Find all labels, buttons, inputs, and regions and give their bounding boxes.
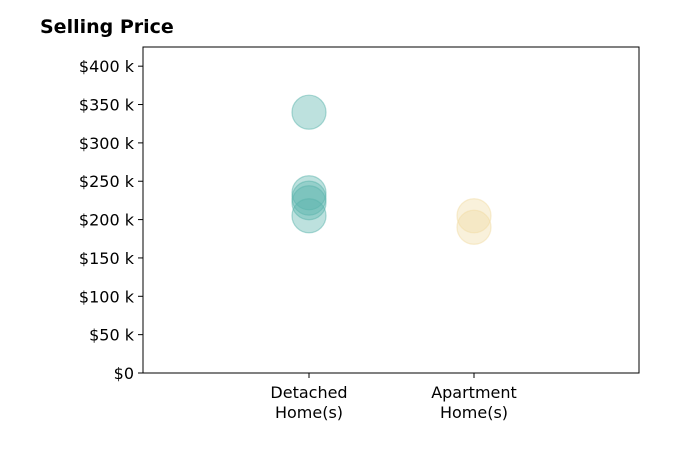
y-tick-label: $50 k	[89, 326, 135, 345]
data-points	[291, 94, 492, 245]
data-point	[291, 185, 327, 221]
y-axis: $0 $50 k $100 k $150 k $200 k $250 k $300 k $35…	[79, 57, 143, 383]
y-tick-label: $0	[114, 364, 134, 383]
y-tick-label: $350 k	[79, 96, 135, 115]
y-tick-label: $200 k	[79, 211, 135, 230]
x-tick-label: Home(s)	[440, 403, 508, 422]
y-tick-label: $100 k	[79, 287, 135, 306]
data-point	[291, 198, 327, 234]
y-tick-label: $250 k	[79, 172, 135, 191]
y-tick-label: $150 k	[79, 249, 135, 268]
x-tick-label: Home(s)	[275, 403, 343, 422]
x-tick-label: Detached	[270, 383, 347, 402]
data-point	[456, 209, 492, 245]
y-tick-label: $300 k	[79, 134, 135, 153]
y-tick-label: $400 k	[79, 57, 135, 76]
x-tick-label: Apartment	[431, 383, 517, 402]
chart-title: Selling Price	[40, 16, 174, 38]
data-point	[456, 198, 492, 234]
data-point	[291, 94, 327, 130]
plot-area-frame	[142, 46, 640, 374]
data-point	[291, 180, 327, 216]
